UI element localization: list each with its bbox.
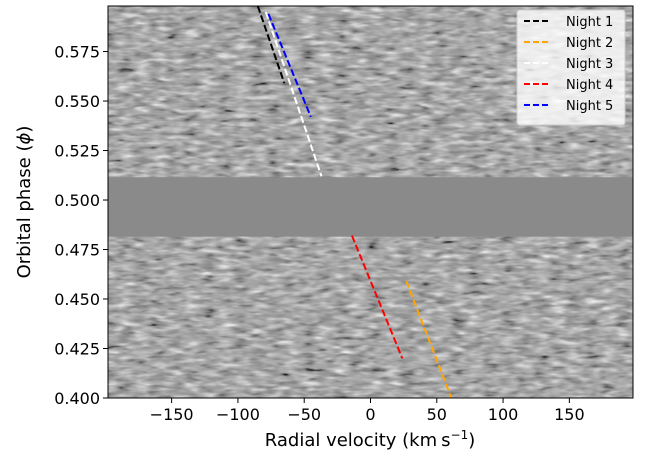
y-axis-label: Orbital phase (ϕ) xyxy=(14,126,35,279)
y-tick-label: 0.475 xyxy=(54,241,100,260)
legend: Night 1 Night 2 Night 3 Night 4 Night 5 xyxy=(516,9,626,126)
masked-phase-band xyxy=(108,177,633,237)
x-tick-label: 0 xyxy=(365,405,375,424)
y-tick-label: 0.450 xyxy=(54,290,100,309)
y-tick-label: 0.425 xyxy=(54,340,100,359)
y-tick-label: 0.400 xyxy=(54,389,100,408)
x-tick-label: 100 xyxy=(488,405,519,424)
x-axis: −150 −100 −50 0 50 100 150 xyxy=(150,398,585,424)
series-line-night-5 xyxy=(267,13,312,118)
legend-label-night-2: Night 2 xyxy=(566,36,613,51)
legend-box xyxy=(516,9,626,126)
x-tick-label: 50 xyxy=(427,405,447,424)
y-axis: 0.400 0.425 0.450 0.475 0.500 0.525 0.550 0.575 xyxy=(54,43,108,408)
x-axis-label: Radial velocity (km s−1) xyxy=(265,428,476,451)
y-tick-label: 0.525 xyxy=(54,142,100,161)
night-tracks xyxy=(256,6,453,398)
x-tick-label: −100 xyxy=(216,405,260,424)
x-tick-label: −150 xyxy=(150,405,194,424)
x-tick-label: 150 xyxy=(554,405,585,424)
y-tick-label: 0.550 xyxy=(54,92,100,111)
series-line-night-3 xyxy=(264,11,323,177)
legend-label-night-3: Night 3 xyxy=(566,57,613,72)
y-tick-label: 0.575 xyxy=(54,43,100,62)
legend-label-night-4: Night 4 xyxy=(566,78,613,93)
legend-label-night-1: Night 1 xyxy=(566,15,613,30)
y-tick-label: 0.500 xyxy=(54,191,100,210)
x-tick-label: −50 xyxy=(287,405,321,424)
series-line-night-2 xyxy=(405,280,453,398)
series-line-night-1 xyxy=(256,6,286,84)
series-line-night-4 xyxy=(351,235,404,359)
legend-label-night-5: Night 5 xyxy=(566,99,613,114)
